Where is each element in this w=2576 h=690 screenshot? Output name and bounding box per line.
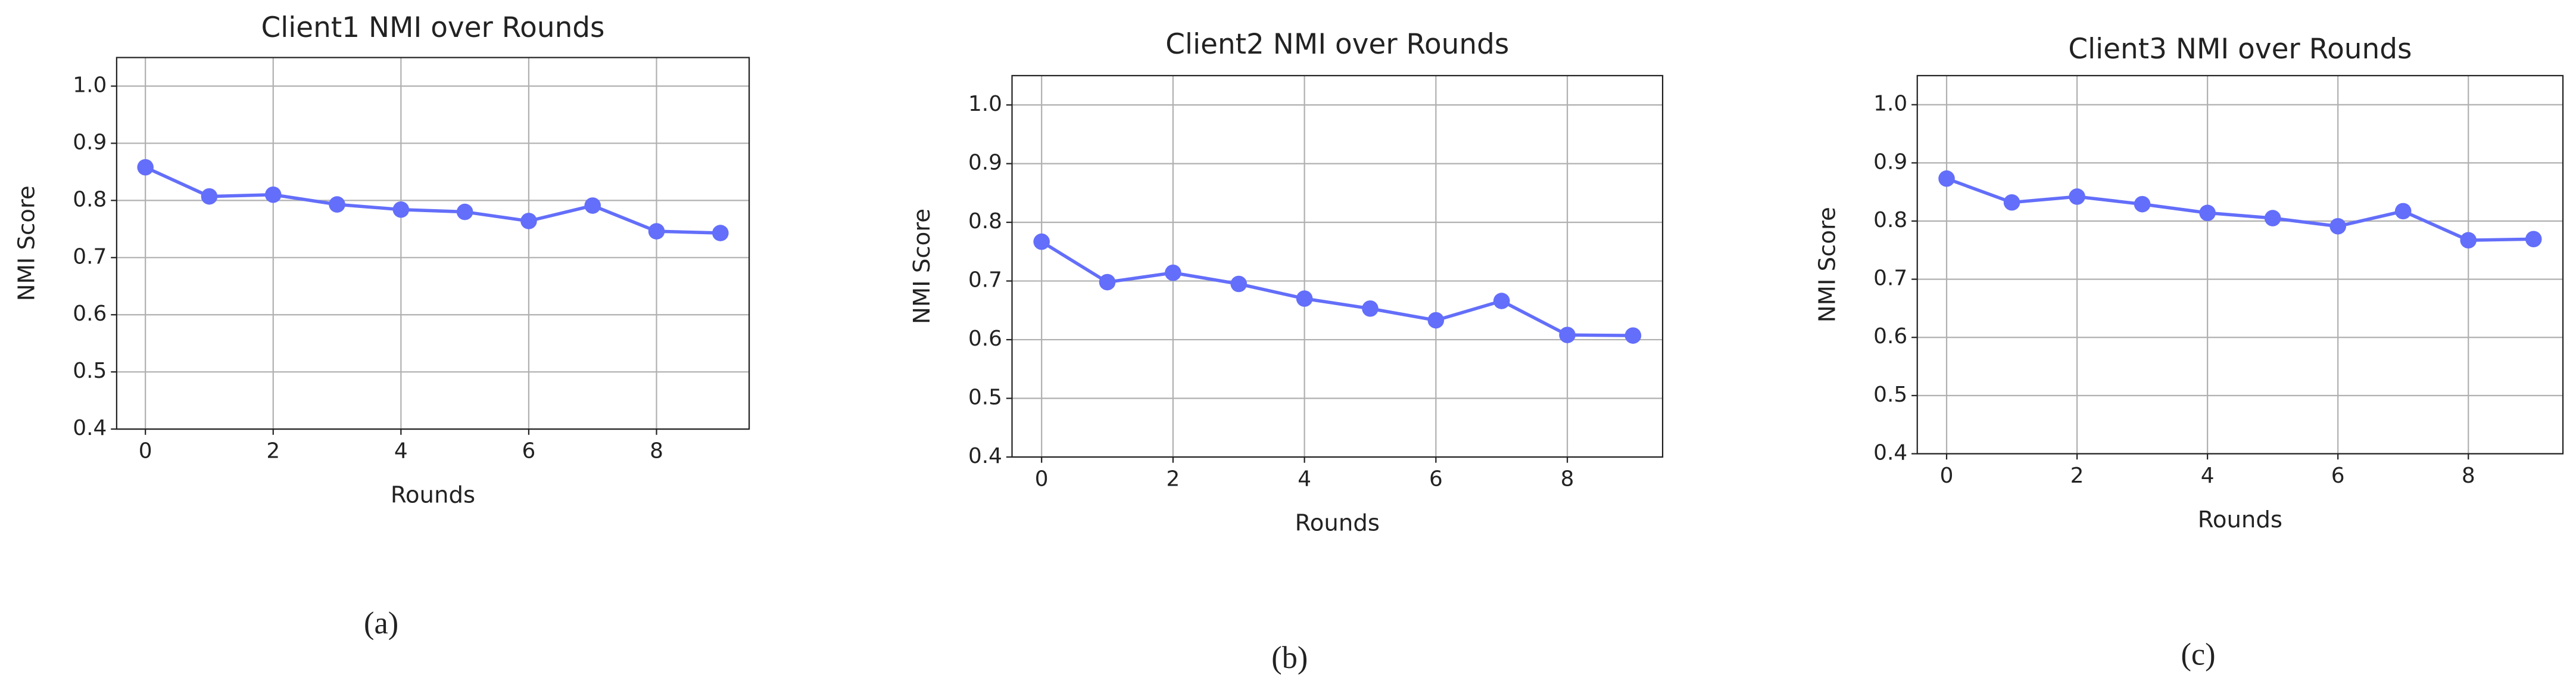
data-point (1165, 264, 1181, 281)
data-point (264, 186, 282, 203)
x-tick-label: 8 (2462, 464, 2475, 488)
x-tick-label: 2 (2070, 464, 2084, 488)
data-point (1362, 300, 1379, 317)
y-tick-label: 0.7 (968, 268, 1002, 293)
data-point (2394, 203, 2412, 220)
y-tick-label: 0.6 (73, 302, 107, 326)
caption: (b) (1271, 641, 1308, 675)
y-tick-label: 0.4 (968, 444, 1002, 468)
plot-frame (1011, 74, 1664, 458)
chart: 0.4 0.5 0.6 0.7 0.8 0.9 1.0 0 2 4 6 8 Client2 NMI ov… (909, 28, 1664, 675)
data-point (2069, 188, 2085, 205)
data-point (2003, 194, 2020, 211)
data-point (2329, 217, 2346, 235)
x-tick-label: 6 (1429, 467, 1443, 492)
y-tick-label: 0.8 (73, 187, 107, 212)
chart-title: Client3 NMI over Rounds (2068, 33, 2412, 66)
chart: 0.4 0.5 0.6 0.7 0.8 0.9 1.0 0 2 4 6 8 Client3 NMI ov… (1814, 33, 2564, 672)
caption: (c) (2181, 638, 2215, 672)
x-tick-label: 6 (522, 439, 536, 464)
x-tick-label: 8 (650, 439, 663, 464)
y-tick-label: 0.7 (1873, 266, 1907, 291)
data-point (1033, 233, 1050, 250)
y-axis-label: NMI Score (909, 209, 935, 324)
data-point (137, 158, 154, 176)
plot-frame (1916, 74, 2564, 455)
data-point (1624, 327, 1642, 344)
data-point (1493, 293, 1510, 309)
data-point (1427, 312, 1445, 329)
y-tick-label: 0.5 (73, 359, 107, 383)
y-tick-label: 0.8 (1873, 208, 1907, 232)
data-point (329, 196, 345, 213)
data-point (392, 201, 410, 218)
data-point (456, 203, 473, 220)
data-point (1099, 273, 1116, 291)
y-tick-label: 0.9 (968, 151, 1002, 175)
y-axis-label: NMI Score (1814, 207, 1841, 322)
data-point (2525, 231, 2542, 248)
y-tick-label: 0.4 (1873, 440, 1907, 465)
data-point (2460, 232, 2477, 248)
data-point (648, 223, 665, 240)
x-axis-label: Rounds (391, 482, 475, 509)
caption: (a) (364, 606, 398, 641)
x-tick-label: 4 (394, 439, 408, 464)
y-tick-label: 0.9 (73, 130, 107, 154)
data-point (2264, 210, 2281, 226)
y-tick-label: 1.0 (73, 73, 107, 98)
y-tick-label: 0.5 (968, 386, 1002, 410)
x-tick-label: 2 (266, 439, 280, 464)
y-axis-label: NMI Score (13, 185, 40, 301)
x-tick-label: 0 (139, 439, 152, 464)
y-tick-label: 0.6 (1873, 324, 1907, 349)
x-tick-label: 2 (1167, 467, 1180, 492)
data-point (2199, 204, 2216, 222)
y-tick-label: 1.0 (968, 92, 1002, 116)
data-line (1040, 240, 1633, 337)
data-point (1230, 275, 1248, 293)
data-line (145, 166, 721, 235)
data-point (1559, 327, 1576, 343)
data-point (584, 197, 601, 214)
plot-frame (116, 57, 750, 430)
y-tick-label: 0.7 (73, 244, 107, 269)
figure-body: 0.4 0.5 0.6 0.7 0.8 0.9 1.0 0 2 4 6 8 Client1 NMI ov… (13, 11, 2564, 675)
data-point (1938, 170, 1955, 187)
x-tick-label: 6 (2331, 464, 2345, 488)
data-line (1946, 177, 2534, 242)
data-point (201, 188, 218, 205)
data-point (712, 225, 729, 241)
y-tick-label: 0.5 (1873, 383, 1907, 407)
x-tick-label: 8 (1561, 467, 1574, 492)
chart-title: Client2 NMI over Rounds (1165, 28, 1509, 61)
x-axis-label: Rounds (2198, 506, 2282, 533)
y-tick-label: 1.0 (1873, 92, 1907, 116)
y-tick-label: 0.9 (1873, 150, 1907, 174)
y-tick-label: 0.6 (968, 327, 1002, 351)
data-point (1296, 290, 1313, 307)
x-tick-label: 4 (2201, 464, 2215, 488)
chart-title: Client1 NMI over Rounds (261, 11, 604, 44)
x-axis-label: Rounds (1295, 510, 1380, 537)
data-point (2134, 195, 2151, 213)
x-tick-label: 0 (1940, 464, 1954, 488)
y-tick-label: 0.8 (968, 209, 1002, 234)
x-tick-label: 0 (1035, 467, 1049, 492)
data-point (520, 213, 537, 229)
x-tick-label: 4 (1298, 467, 1311, 492)
chart: 0.4 0.5 0.6 0.7 0.8 0.9 1.0 0 2 4 6 8 Client1 NMI ov… (13, 11, 750, 641)
y-tick-label: 0.4 (73, 416, 107, 440)
